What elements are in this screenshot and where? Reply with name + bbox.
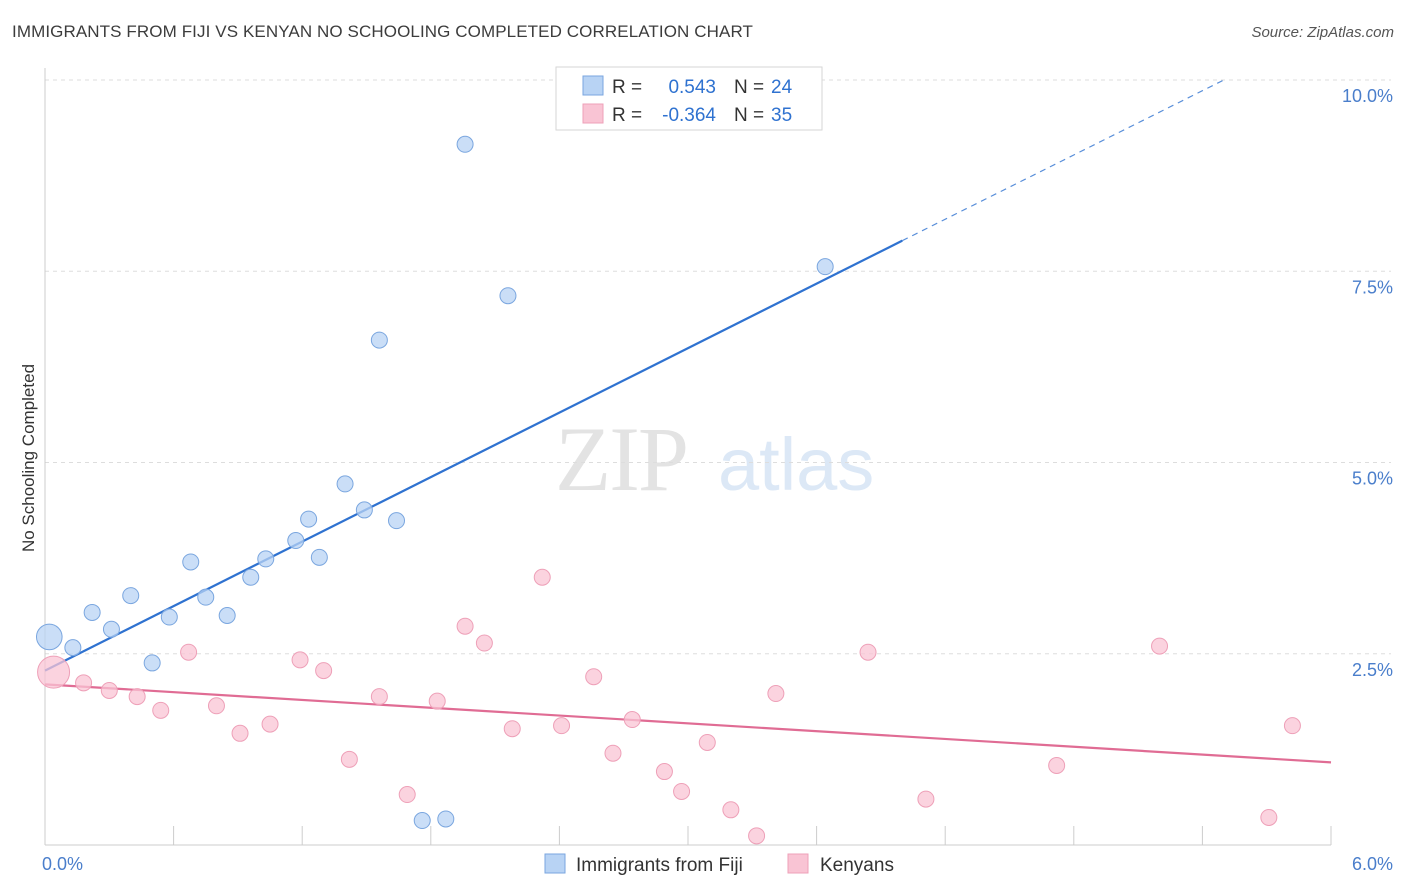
point-fiji-16 <box>355 501 373 519</box>
point-kenya-10 <box>315 662 333 680</box>
watermark: ZIP atlas <box>555 408 874 510</box>
legend-n-value-fiji: 24 <box>771 77 793 98</box>
x-tick-labels: 0.0% 6.0% <box>42 854 1393 874</box>
point-fiji-17 <box>370 331 388 349</box>
point-fiji-6 <box>160 608 178 626</box>
legend-n-label-fiji: N = <box>734 77 764 98</box>
point-kenya-28 <box>767 685 785 703</box>
trend-line-fiji <box>44 239 903 672</box>
point-kenya-22 <box>623 711 641 729</box>
point-kenya-30 <box>917 790 935 808</box>
data-points <box>35 135 1301 845</box>
correlation-legend: R = 0.543 N = 24 R = -0.364 N = 35 <box>555 66 823 131</box>
chart-title: IMMIGRANTS FROM FIJI VS KENYAN NO SCHOOL… <box>12 22 754 41</box>
legend-swatch-kenya <box>582 103 604 124</box>
point-kenya-16 <box>475 634 493 652</box>
trend-line-fiji-extension <box>902 79 1225 242</box>
point-kenya-29 <box>859 643 877 661</box>
point-fiji-12 <box>287 532 305 550</box>
point-fiji-10 <box>242 568 260 586</box>
legend-r-label-kenya: R = <box>612 105 642 126</box>
point-kenya-27 <box>748 827 766 845</box>
point-kenya-9 <box>291 651 309 669</box>
point-kenya-11 <box>340 750 358 768</box>
point-fiji-20 <box>437 810 455 828</box>
point-kenya-8 <box>261 715 279 733</box>
point-kenya-23 <box>655 763 673 781</box>
y-tick-label-3: 10.0% <box>1342 86 1393 106</box>
point-fiji-8 <box>197 588 215 606</box>
point-kenya-6 <box>207 697 225 715</box>
point-kenya-2 <box>100 681 118 699</box>
point-kenya-13 <box>398 786 416 804</box>
point-kenya-1 <box>75 674 93 692</box>
point-fiji-14 <box>310 548 328 566</box>
point-fiji-2 <box>83 603 101 621</box>
x-tick-label-1: 6.0% <box>1352 854 1393 874</box>
point-kenya-21 <box>604 744 622 762</box>
point-fiji-22 <box>499 287 517 305</box>
point-kenya-5 <box>180 643 198 661</box>
point-kenya-3 <box>128 688 146 706</box>
x-tick-label-0: 0.0% <box>42 854 83 874</box>
point-kenya-25 <box>698 733 716 751</box>
point-fiji-11 <box>257 550 275 568</box>
point-kenya-20 <box>585 668 603 686</box>
point-fiji-7 <box>182 553 200 571</box>
watermark-atlas: atlas <box>718 423 874 506</box>
point-fiji-23 <box>816 258 834 276</box>
point-kenya-15 <box>456 617 474 635</box>
point-fiji-21 <box>456 135 474 153</box>
point-kenya-32 <box>1151 637 1169 655</box>
point-kenya-18 <box>533 568 551 586</box>
point-kenya-34 <box>1283 717 1301 735</box>
legend-r-value-kenya: -0.364 <box>662 105 716 126</box>
point-kenya-12 <box>370 688 388 706</box>
y-tick-label-1: 5.0% <box>1352 469 1393 489</box>
legend-r-value-fiji: 0.543 <box>668 77 716 98</box>
point-fiji-9 <box>218 607 236 624</box>
trend-lines <box>44 79 1332 764</box>
watermark-zip: ZIP <box>555 408 687 510</box>
point-fiji-15 <box>336 475 354 493</box>
bottom-legend-swatch-fiji <box>544 853 566 874</box>
trend-line-kenya <box>44 683 1332 764</box>
point-fiji-13 <box>300 510 318 528</box>
y-tick-label-0: 2.5% <box>1352 660 1393 680</box>
legend-r-label-fiji: R = <box>612 77 642 98</box>
point-fiji-5 <box>143 654 161 672</box>
point-kenya-26 <box>722 801 740 819</box>
source-label: Source: ZipAtlas.com <box>1251 24 1394 41</box>
point-fiji-19 <box>413 812 431 830</box>
point-kenya-7 <box>231 724 249 742</box>
point-kenya-31 <box>1048 756 1066 774</box>
y-tick-label-2: 7.5% <box>1352 277 1393 297</box>
y-axis-label: No Schooling Completed <box>19 364 38 552</box>
point-kenya-4 <box>152 701 170 719</box>
point-kenya-14 <box>428 692 446 710</box>
point-kenya-0 <box>37 655 71 689</box>
axes <box>44 68 1332 846</box>
grid-lines <box>45 79 1391 655</box>
legend-n-label-kenya: N = <box>734 105 764 126</box>
point-fiji-18 <box>388 512 406 530</box>
point-kenya-19 <box>553 717 571 735</box>
series-legend: Immigrants from Fiji Kenyans <box>544 853 894 876</box>
point-fiji-3 <box>102 620 120 638</box>
bottom-legend-label-fiji: Immigrants from Fiji <box>576 855 743 876</box>
bottom-legend-label-kenya: Kenyans <box>820 855 894 876</box>
y-tick-labels: 2.5% 5.0% 7.5% 10.0% <box>1342 86 1393 680</box>
legend-n-value-kenya: 35 <box>771 105 792 126</box>
point-kenya-33 <box>1260 808 1278 826</box>
point-fiji-0 <box>35 623 63 651</box>
point-fiji-1 <box>64 639 82 657</box>
legend-swatch-fiji <box>582 75 604 96</box>
bottom-legend-swatch-kenya <box>787 853 809 874</box>
point-kenya-24 <box>673 782 691 800</box>
point-fiji-4 <box>122 587 140 605</box>
point-kenya-17 <box>503 720 521 738</box>
